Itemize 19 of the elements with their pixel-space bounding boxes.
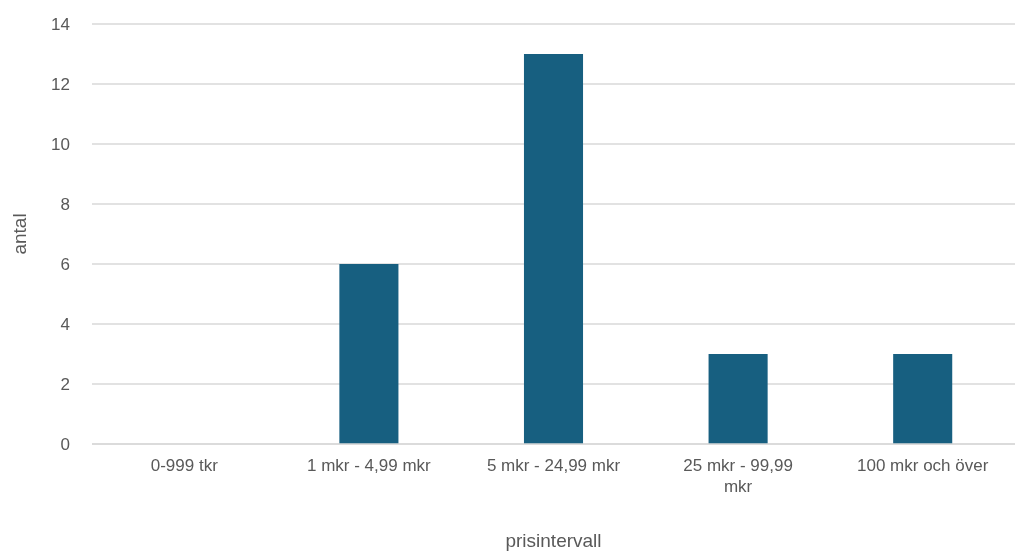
x-tick-label: 1 mkr - 4,99 mkr (307, 456, 432, 475)
y-tick-label: 6 (60, 254, 70, 274)
y-tick-label: 12 (51, 74, 70, 94)
x-tick-label: 0-999 tkr (150, 456, 219, 475)
bar (339, 264, 399, 444)
x-tick-label: 5 mkr - 24,99 mkr (486, 456, 621, 475)
y-tick-label: 4 (60, 314, 70, 334)
y-tick-label: 2 (60, 374, 70, 394)
bar (708, 354, 768, 444)
x-tick-label: 100 mkr och över (857, 456, 989, 475)
y-tick-label: 8 (60, 194, 70, 214)
x-axis-title: prisintervall (505, 530, 602, 551)
y-axis-title: antal (9, 213, 30, 255)
y-tick-label: 14 (51, 14, 70, 34)
y-tick-label: 0 (60, 434, 70, 454)
x-tick-label: 25 mkr - 99,99 mkr (683, 456, 793, 496)
y-tick-label: 10 (51, 134, 70, 154)
bar (893, 354, 953, 444)
bar (523, 54, 584, 444)
